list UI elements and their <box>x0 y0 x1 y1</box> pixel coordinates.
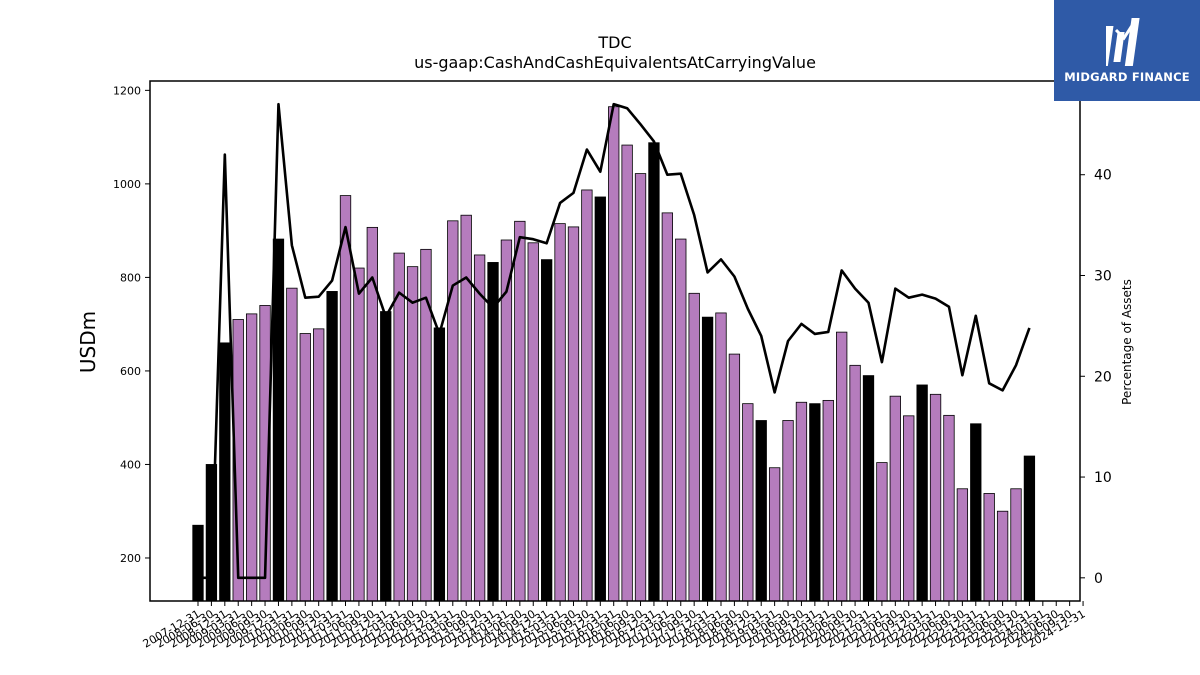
bar <box>795 401 808 602</box>
bar <box>675 238 687 602</box>
brand-logo: MIDGARD FINANCE <box>1054 0 1200 101</box>
y-tick-label: 800 <box>120 271 141 284</box>
bar <box>970 423 982 602</box>
bar <box>192 524 204 602</box>
y-axis-label: USDm <box>76 311 100 373</box>
bar <box>433 327 446 602</box>
logo-text: MIDGARD FINANCE <box>1064 70 1190 84</box>
bar <box>527 242 539 602</box>
bar <box>420 248 432 602</box>
bar <box>903 415 915 602</box>
y-tick-label: 1000 <box>113 178 141 191</box>
y-tick-label: 600 <box>120 365 141 378</box>
bar <box>353 267 365 602</box>
bar <box>339 195 352 602</box>
bar <box>916 384 928 602</box>
bar <box>648 142 660 602</box>
percentage-line <box>198 102 1031 580</box>
bar <box>634 173 647 602</box>
logo-mark-icon <box>1106 18 1140 66</box>
bar <box>608 106 620 602</box>
bar <box>809 403 821 602</box>
y2-tick-label: 30 <box>1094 268 1112 284</box>
bar <box>836 331 848 602</box>
y2-tick-label: 0 <box>1094 571 1103 587</box>
bar <box>581 189 593 602</box>
bar <box>688 292 700 602</box>
bar <box>554 223 566 602</box>
bar <box>567 226 580 602</box>
bar <box>460 214 472 602</box>
bar <box>956 488 969 602</box>
bar <box>541 259 553 602</box>
bar <box>876 462 888 602</box>
bar <box>219 342 231 602</box>
chart-title: TDC <box>597 33 631 52</box>
bar <box>889 395 901 602</box>
bar <box>272 238 285 602</box>
bar <box>1023 455 1036 602</box>
bar <box>768 467 781 602</box>
y2-axis-label: Percentage of Assets <box>1120 279 1134 405</box>
bar <box>715 312 727 602</box>
bar <box>849 364 861 602</box>
bar <box>447 220 459 602</box>
y-tick-label: 400 <box>120 458 141 471</box>
bar <box>1010 488 1022 602</box>
y-tick-label: 200 <box>120 552 141 565</box>
bar <box>943 414 955 602</box>
bar <box>822 399 834 602</box>
chart-subtitle: us-gaap:CashAndCashEquivalentsAtCarrying… <box>414 53 816 72</box>
bar <box>728 353 741 602</box>
bar <box>661 212 673 602</box>
bar <box>983 493 995 602</box>
bar <box>701 316 714 602</box>
y-tick-label: 1200 <box>113 84 141 97</box>
bar <box>929 393 942 602</box>
bar <box>393 252 405 602</box>
bar <box>755 420 767 602</box>
bar <box>286 287 298 602</box>
bar <box>487 262 499 602</box>
bar <box>245 313 258 602</box>
y2-tick-label: 40 <box>1094 168 1112 184</box>
y2-tick-label: 20 <box>1094 369 1112 385</box>
bar <box>621 144 633 602</box>
plot-area: 200400600800100012000102030402007-12-312… <box>113 80 1112 651</box>
bar <box>313 328 325 602</box>
bar <box>782 420 794 602</box>
bar <box>380 311 392 602</box>
bar <box>406 266 419 602</box>
plot-frame <box>149 80 1081 602</box>
bar <box>514 220 526 602</box>
bar <box>862 375 875 602</box>
bar <box>594 196 606 602</box>
bar <box>996 510 1009 602</box>
y2-tick-label: 10 <box>1094 470 1112 486</box>
bar <box>299 333 311 602</box>
bar <box>326 291 338 602</box>
bar <box>742 403 754 602</box>
bar <box>473 254 486 602</box>
